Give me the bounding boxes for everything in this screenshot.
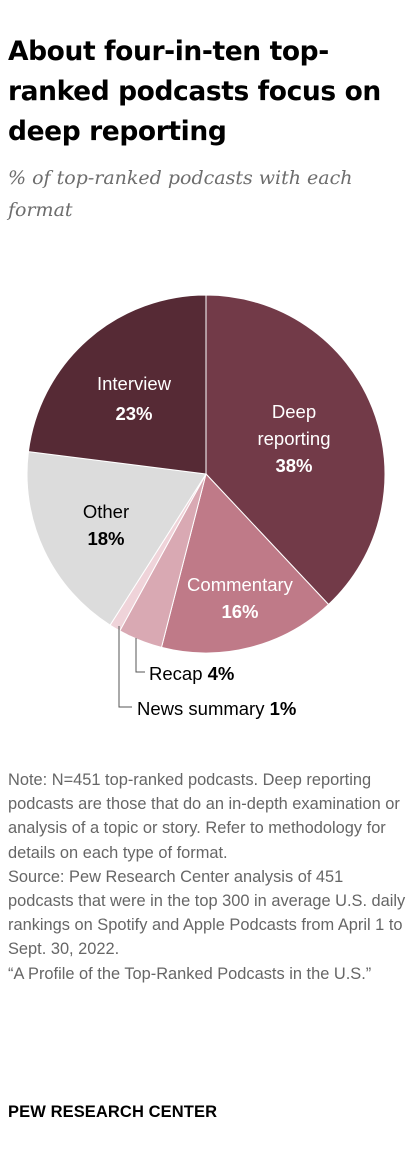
notes-block: Note: N=451 top-ranked podcasts. Deep re… xyxy=(8,768,408,986)
leader-lines xyxy=(118,626,145,708)
note-text: Note: N=451 top-ranked podcasts. Deep re… xyxy=(8,771,400,862)
chart-title: About four-in-ten top-ranked podcasts fo… xyxy=(8,36,381,147)
report-title: “A Profile of the Top-Ranked Podcasts in… xyxy=(8,964,372,983)
leader-recap xyxy=(135,638,145,673)
slice-commentary xyxy=(160,472,330,654)
chart-subtitle: % of top-ranked podcasts with each forma… xyxy=(8,167,353,221)
slice-deep-reporting xyxy=(205,294,386,606)
value-other: 18% xyxy=(87,528,124,549)
value-commentary: 16% xyxy=(221,601,258,622)
slice-interview xyxy=(27,294,207,475)
value-deep-reporting: 38% xyxy=(275,455,312,476)
label-news-summary: News summary 1% xyxy=(137,698,296,719)
org-name: PEW RESEARCH CENTER xyxy=(8,1103,218,1121)
leader-news-summary xyxy=(118,626,132,708)
label-recap: Recap 4% xyxy=(149,663,234,684)
slice-labels: Deep reporting 38% Commentary 16% Recap 4% New… xyxy=(83,373,331,719)
label-commentary: Commentary 16% xyxy=(187,574,294,622)
value-news-summary: 1% xyxy=(270,698,297,719)
value-recap: 4% xyxy=(208,663,235,684)
value-interview: 23% xyxy=(115,403,152,424)
pie-chart: Deep reporting 38% Commentary 16% Recap 4% New… xyxy=(26,294,386,719)
label-interview: Interview 23% xyxy=(97,373,172,424)
source-text: Source: Pew Research Center analysis of … xyxy=(8,867,406,959)
pie-slices xyxy=(26,294,386,654)
label-other: Other 18% xyxy=(83,501,129,549)
label-deep-reporting: Deep reporting 38% xyxy=(257,401,330,476)
slice-other xyxy=(26,451,207,626)
